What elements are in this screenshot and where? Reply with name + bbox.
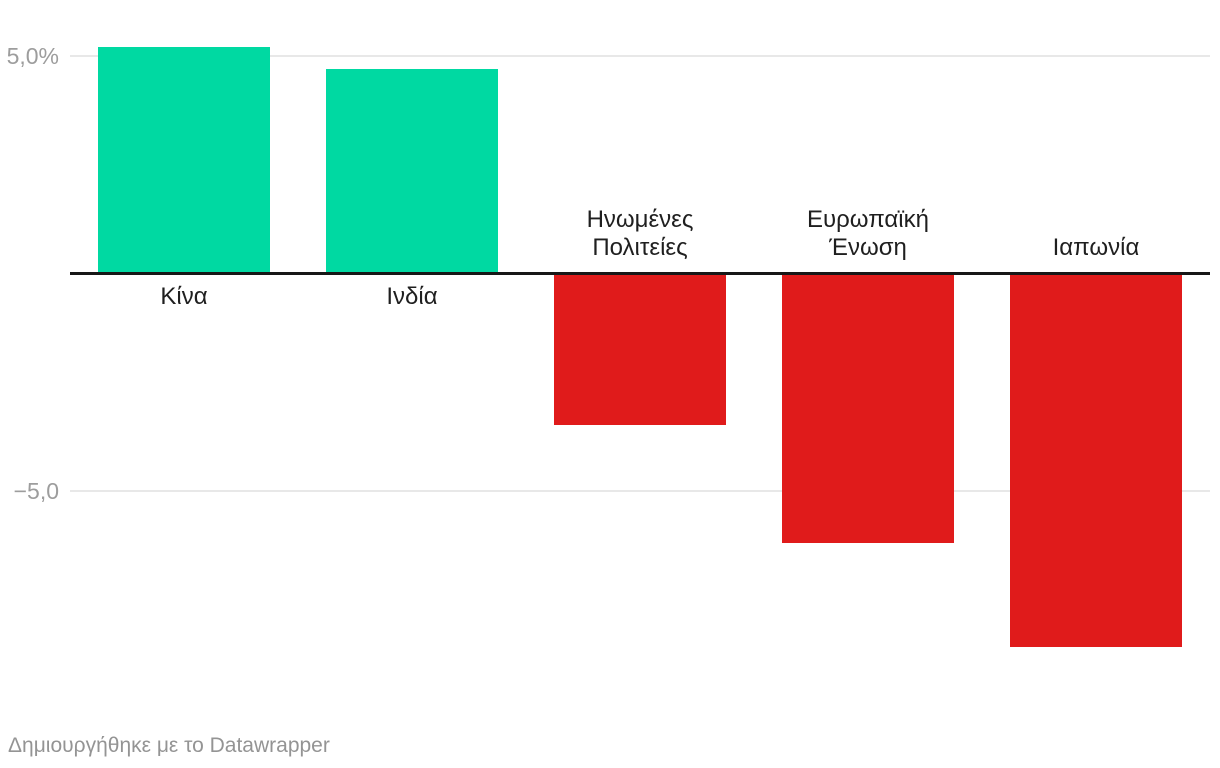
- y-axis-tick-label: −5,0: [13, 477, 59, 504]
- bar: [326, 68, 498, 273]
- y-axis-tick-label: 5,0%: [6, 42, 59, 69]
- x-axis-baseline: [70, 271, 1210, 275]
- bar: [98, 46, 270, 273]
- category-label: Ινδία: [386, 283, 438, 310]
- bar: [782, 273, 954, 543]
- gridline: [70, 489, 1210, 492]
- category-label: Ιαπωνία: [1052, 234, 1140, 261]
- bar: [1010, 273, 1182, 648]
- gridline: [70, 54, 1210, 57]
- category-label: Ηνωμένες Πολιτείες: [586, 206, 694, 261]
- category-label: Κίνα: [160, 283, 208, 310]
- datawrapper-attribution-link[interactable]: Δημιουργήθηκε με το Datawrapper: [8, 734, 330, 757]
- category-label: Ευρωπαϊκή Ένωση: [807, 206, 929, 261]
- bar: [554, 273, 726, 426]
